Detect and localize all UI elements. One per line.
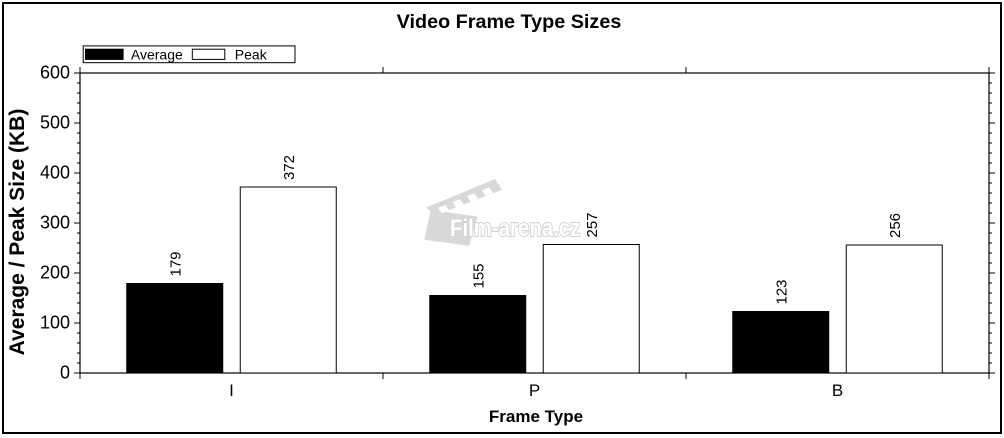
svg-text:100: 100 — [40, 313, 70, 333]
svg-text:600: 600 — [40, 63, 70, 83]
svg-text:Frame Type: Frame Type — [489, 407, 583, 426]
svg-text:0: 0 — [60, 363, 70, 383]
svg-text:179: 179 — [167, 251, 184, 276]
svg-text:P: P — [529, 381, 540, 400]
svg-text:Average: Average — [131, 46, 183, 62]
svg-text:300: 300 — [40, 213, 70, 233]
svg-text:Film-arena.cz: Film-arena.cz — [450, 214, 580, 241]
svg-text:256: 256 — [887, 213, 904, 238]
svg-text:Peak: Peak — [235, 46, 268, 62]
svg-text:257: 257 — [584, 212, 601, 237]
svg-text:B: B — [832, 381, 843, 400]
svg-text:200: 200 — [40, 263, 70, 283]
svg-text:Average / Peak Size (KB): Average / Peak Size (KB) — [6, 109, 29, 356]
svg-text:123: 123 — [773, 279, 790, 304]
svg-text:I: I — [229, 381, 234, 400]
svg-text:500: 500 — [40, 113, 70, 133]
svg-text:Video Frame Type Sizes: Video Frame Type Sizes — [397, 11, 622, 33]
svg-text:155: 155 — [470, 263, 487, 288]
svg-text:372: 372 — [281, 155, 298, 180]
svg-text:400: 400 — [40, 163, 70, 183]
